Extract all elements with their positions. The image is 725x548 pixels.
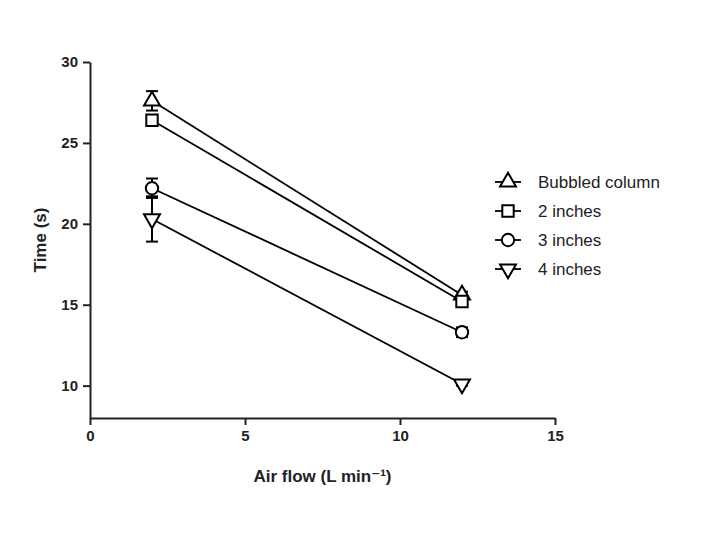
legend-marker bbox=[502, 205, 513, 216]
tick-mark bbox=[400, 418, 402, 425]
marker bbox=[144, 92, 160, 106]
marker bbox=[456, 326, 468, 338]
error-bar-line bbox=[146, 195, 158, 197]
tick: 20 bbox=[61, 215, 90, 232]
x-axis-line bbox=[91, 418, 556, 420]
error-bar-line bbox=[146, 241, 158, 243]
legend-label: 3 inches bbox=[538, 231, 601, 250]
tick-mark bbox=[555, 418, 557, 425]
tick-label: 10 bbox=[61, 377, 78, 394]
series bbox=[144, 196, 470, 393]
error-bar-line bbox=[146, 178, 158, 180]
tick: 25 bbox=[61, 134, 90, 151]
tick-mark bbox=[83, 385, 90, 387]
series-line bbox=[152, 219, 462, 384]
legend-item: Bubbled column bbox=[495, 173, 660, 192]
y-axis: 10 15 20 25 30 bbox=[61, 53, 90, 418]
tick: 15 bbox=[61, 296, 90, 313]
legend-item: 3 inches bbox=[495, 231, 601, 250]
marker bbox=[454, 379, 470, 393]
tick-mark bbox=[83, 304, 90, 306]
y-axis-title: Time (s) bbox=[31, 208, 50, 273]
marker bbox=[146, 115, 157, 126]
legend-marker bbox=[500, 173, 516, 187]
tick: 15 bbox=[547, 418, 564, 444]
legend-label: Bubbled column bbox=[538, 173, 660, 192]
tick-mark bbox=[90, 418, 92, 425]
error-bar bbox=[146, 179, 158, 198]
tick-label: 15 bbox=[61, 296, 78, 313]
y-axis-line bbox=[90, 63, 92, 419]
legend-marker bbox=[500, 264, 516, 278]
legend: Bubbled column 2 inches 3 inches 4 inches bbox=[495, 173, 660, 279]
series bbox=[146, 115, 468, 308]
tick: 10 bbox=[61, 377, 90, 394]
legend-label: 2 inches bbox=[538, 202, 601, 221]
tick-mark bbox=[83, 142, 90, 144]
x-axis: 0 5 10 15 bbox=[86, 418, 564, 444]
tick-label: 5 bbox=[241, 427, 249, 444]
marker bbox=[144, 214, 160, 228]
tick-label: 25 bbox=[61, 134, 78, 151]
legend-item: 2 inches bbox=[495, 202, 601, 221]
error-bar-line bbox=[146, 110, 158, 112]
tick-label: 15 bbox=[547, 427, 564, 444]
tick: 5 bbox=[241, 418, 249, 444]
legend-label: 4 inches bbox=[538, 260, 601, 279]
series-line bbox=[152, 188, 462, 332]
x-axis-title: Air flow (L min⁻¹) bbox=[253, 467, 391, 486]
series bbox=[144, 91, 470, 299]
tick-label: 10 bbox=[392, 427, 409, 444]
legend-item: 4 inches bbox=[495, 260, 601, 279]
tick: 30 bbox=[61, 53, 90, 70]
error-bar bbox=[146, 115, 158, 125]
tick-mark bbox=[245, 418, 247, 425]
tick-label: 20 bbox=[61, 215, 78, 232]
tick-mark bbox=[83, 223, 90, 225]
marker bbox=[146, 182, 158, 194]
plot-area bbox=[144, 91, 470, 393]
tick-mark bbox=[83, 62, 90, 64]
tick: 10 bbox=[392, 418, 409, 444]
tick-label: 0 bbox=[86, 427, 94, 444]
series-line bbox=[152, 101, 462, 295]
chart: 0 5 10 15 10 15 20 25 30 Air flow (L min⁻¹) Time (… bbox=[0, 0, 725, 548]
marker bbox=[456, 296, 467, 307]
tick-label: 30 bbox=[61, 53, 78, 70]
legend-marker bbox=[502, 234, 514, 246]
series bbox=[146, 179, 468, 339]
series-line bbox=[152, 120, 462, 301]
tick: 0 bbox=[86, 418, 94, 444]
